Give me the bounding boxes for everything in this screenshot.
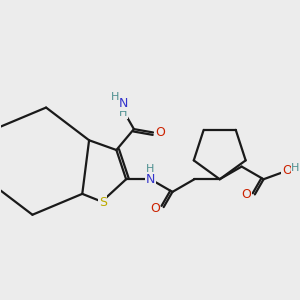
Text: H: H: [111, 92, 120, 102]
Text: N: N: [146, 173, 155, 186]
Text: N: N: [118, 97, 128, 110]
Text: H: H: [291, 163, 300, 173]
Text: O: O: [241, 188, 251, 201]
Text: H: H: [146, 164, 155, 173]
Text: O: O: [282, 164, 292, 177]
Text: O: O: [150, 202, 160, 214]
Text: O: O: [155, 126, 165, 139]
Text: H: H: [119, 109, 128, 118]
Text: S: S: [99, 196, 107, 209]
